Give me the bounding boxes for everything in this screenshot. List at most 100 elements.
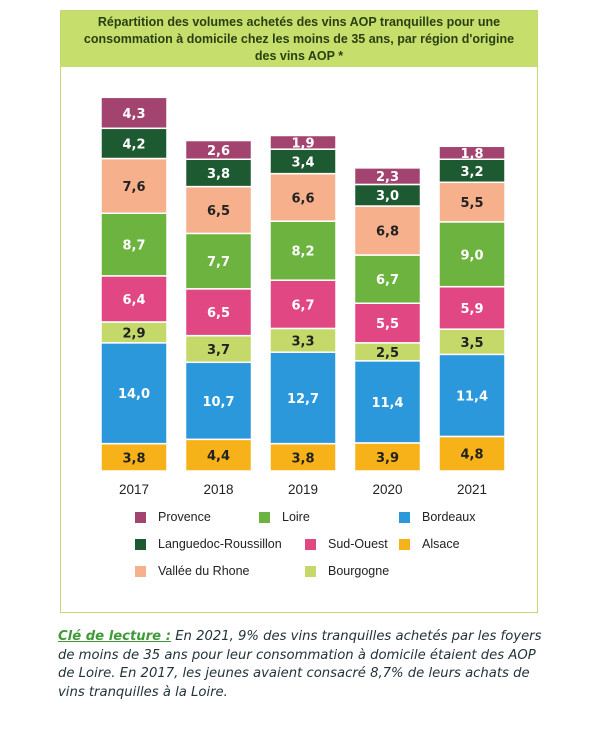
data-label: 3,2 — [460, 165, 483, 180]
bar-segment-2017-provence — [100, 96, 168, 130]
data-label: 6,5 — [207, 306, 230, 321]
data-label: 7,7 — [207, 255, 230, 270]
data-label: 4,3 — [122, 107, 145, 122]
bar-segment-2018-loire — [184, 232, 253, 290]
legend-label: Alsace — [422, 537, 460, 551]
data-label: 11,4 — [456, 389, 488, 404]
legend-label: Vallée du Rhone — [158, 564, 250, 578]
data-label: 2,6 — [207, 144, 230, 159]
data-label: 3,5 — [460, 336, 483, 351]
bar-segment-2018-bourgogne — [184, 334, 253, 364]
data-label: 2,9 — [122, 326, 145, 341]
bar-segment-2017-languedoc-roussillon — [100, 127, 168, 160]
data-label: 6,5 — [207, 204, 230, 219]
data-label: 6,7 — [291, 298, 314, 313]
data-label: 4,4 — [207, 449, 230, 464]
bar-segment-2021-bourgogne — [438, 328, 506, 356]
legend-item-bordeaux: Bordeaux — [399, 510, 476, 524]
bar-segment-2019-languedoc-roussillon — [269, 148, 337, 175]
data-label: 9,0 — [460, 248, 483, 263]
bar-segment-2019-bordeaux — [269, 351, 337, 445]
reading-key-label: Clé de lecture : — [58, 629, 171, 644]
bar-segment-2019-provence — [269, 134, 337, 150]
bar-segment-2020-vall-e-du-rhone — [353, 205, 422, 256]
legend-label: Languedoc-Roussillon — [158, 537, 282, 551]
chart-legend: Provence Loire Bordeaux Languedoc-Roussi… — [135, 510, 515, 590]
legend-label: Bordeaux — [422, 510, 476, 524]
data-label: 5,5 — [376, 317, 399, 332]
data-label: 6,8 — [376, 225, 399, 240]
legend-swatch — [305, 538, 316, 550]
data-label: 11,4 — [371, 396, 403, 411]
chart-title: Répartition des volumes achetés des vins… — [83, 14, 515, 63]
bar-segment-2019-loire — [269, 220, 337, 281]
legend-swatch — [135, 538, 146, 550]
bar-segment-2021-bordeaux — [438, 353, 506, 438]
data-label: 3,4 — [291, 155, 314, 170]
legend-item-provence: Provence — [135, 510, 211, 524]
bar-segment-2020-bordeaux — [353, 360, 422, 444]
bar-segment-2018-alsace — [184, 438, 253, 472]
data-label: 6,4 — [122, 293, 145, 308]
bar-segment-2018-provence — [184, 139, 253, 160]
legend-label: Provence — [158, 510, 211, 524]
x-tick-label: 2021 — [457, 482, 487, 497]
data-label: 3,8 — [122, 451, 145, 466]
legend-swatch — [135, 511, 146, 523]
data-label: 3,9 — [376, 451, 399, 466]
data-label: 4,8 — [460, 448, 483, 463]
bar-segment-2020-loire — [353, 254, 422, 304]
data-label: 5,9 — [460, 302, 483, 317]
legend-item-loire: Loire — [259, 510, 310, 524]
x-tick-label: 2020 — [372, 482, 402, 497]
x-tick-label: 2017 — [119, 482, 149, 497]
x-tick-label: 2018 — [203, 482, 233, 497]
data-label: 5,5 — [460, 196, 483, 211]
data-label: 4,2 — [122, 137, 145, 152]
bar-segment-2019-sud-ouest — [269, 279, 337, 330]
data-label: 6,7 — [376, 273, 399, 288]
bar-segment-2019-vall-e-du-rhone — [269, 172, 337, 222]
legend-item-bourgogne: Bourgogne — [305, 564, 389, 578]
reading-key-note: Clé de lecture : En 2021, 9% des vins tr… — [58, 628, 548, 702]
legend-item-vallee-du-rhone: Vallée du Rhone — [135, 564, 250, 578]
legend-item-languedoc-roussillon: Languedoc-Roussillon — [135, 537, 282, 551]
legend-item-sud-ouest: Sud-Ouest — [305, 537, 388, 551]
bar-segment-2021-loire — [438, 221, 506, 288]
data-label: 8,7 — [122, 239, 145, 254]
data-label: 7,6 — [122, 180, 145, 195]
data-label: 3,8 — [207, 167, 230, 182]
data-label: 14,0 — [118, 387, 150, 402]
bar-segment-2018-bordeaux — [184, 361, 253, 441]
bar-segment-2018-sud-ouest — [184, 288, 253, 337]
data-label: 12,7 — [287, 392, 319, 407]
legend-label: Sud-Ouest — [328, 537, 388, 551]
legend-label: Bourgogne — [328, 564, 390, 578]
bar-segment-2021-vall-e-du-rhone — [438, 181, 506, 223]
bar-segment-2017-bordeaux — [100, 342, 168, 445]
bar-segment-2017-alsace — [100, 442, 168, 472]
data-label: 2,5 — [376, 346, 399, 361]
legend-label: Loire — [282, 510, 310, 524]
chart-title-box: Répartition des volumes achetés des vins… — [61, 11, 537, 67]
data-label: 3,8 — [291, 451, 314, 466]
legend-swatch — [259, 511, 270, 523]
legend-item-alsace: Alsace — [399, 537, 460, 551]
bar-segment-2018-vall-e-du-rhone — [184, 185, 253, 235]
data-label: 2,3 — [376, 170, 399, 185]
bar-segment-2021-provence — [438, 145, 506, 160]
x-tick-label: 2019 — [288, 482, 318, 497]
data-label: 1,8 — [460, 147, 483, 162]
legend-swatch — [399, 511, 410, 523]
reading-key-text: En 2021, 9% des vins tranquilles achetés… — [58, 629, 542, 700]
data-label: 1,9 — [291, 136, 314, 151]
legend-swatch — [135, 565, 146, 577]
data-label: 3,7 — [207, 343, 230, 358]
bar-segment-2017-sud-ouest — [100, 275, 168, 323]
data-label: 10,7 — [202, 395, 234, 410]
bar-segment-2019-alsace — [269, 442, 337, 472]
data-label: 8,2 — [291, 245, 314, 260]
data-label: 3,0 — [376, 189, 399, 204]
bar-segment-2020-provence — [353, 167, 422, 186]
